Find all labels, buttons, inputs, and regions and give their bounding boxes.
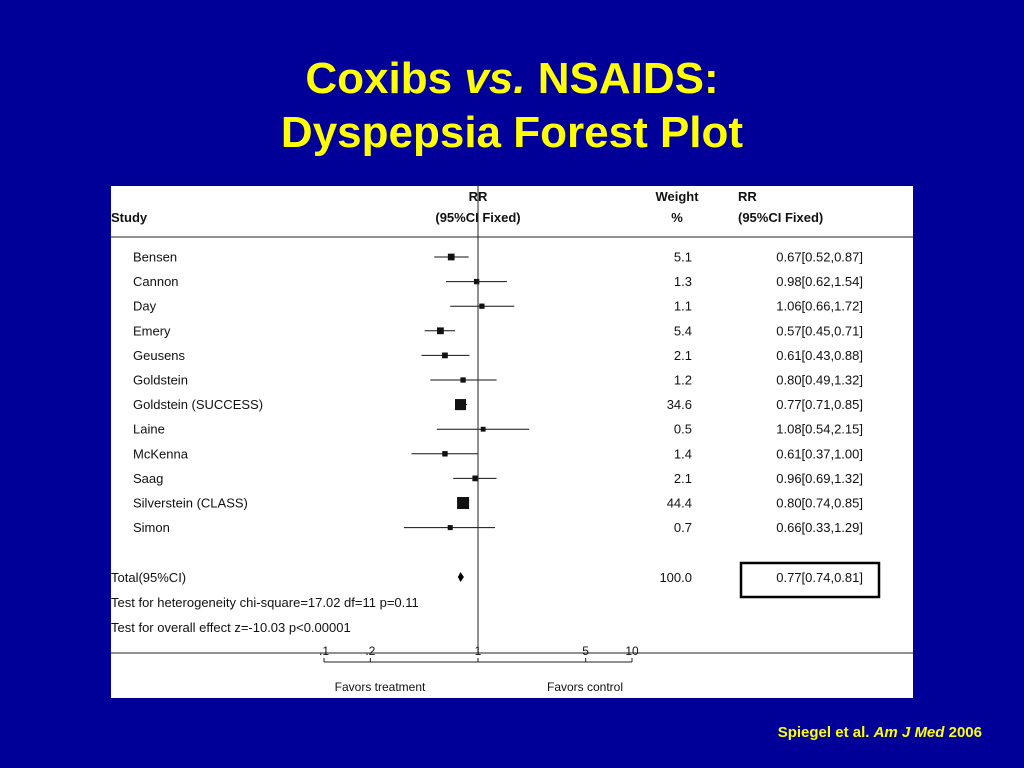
axis-ticks: .1 .2 1 5 10 [319, 644, 639, 662]
header-weight-line2: % [671, 210, 683, 225]
study-name: Cannon [133, 274, 179, 289]
study-ci-text: 0.96[0.69,1.32] [776, 471, 863, 486]
study-ci-text: 0.67[0.52,0.87] [776, 250, 863, 265]
citation-authors: Spiegel et al. [777, 724, 870, 741]
title-nsaids: NSAIDS: [537, 54, 719, 103]
forest-plot-svg: Study RR (95%CI Fixed) Weight % RR (95%C… [111, 186, 913, 694]
study-point-estimate [460, 377, 466, 383]
axis-tick-label: .2 [365, 644, 375, 658]
study-weight: 1.3 [674, 274, 692, 289]
study-name: Saag [133, 471, 163, 486]
study-ci-text: 0.80[0.49,1.32] [776, 373, 863, 388]
study-name: Silverstein (CLASS) [133, 496, 248, 511]
study-row: Goldstein 1.2 0.80[0.49,1.32] [133, 373, 863, 388]
header-rr2-line1: RR [738, 189, 757, 204]
study-ci-text: 1.06[0.66,1.72] [776, 299, 863, 314]
total-highlight-box [739, 561, 881, 599]
title-vs: vs. [464, 54, 526, 103]
study-row: Emery 5.4 0.57[0.45,0.71] [133, 323, 863, 338]
total-diamond [457, 572, 464, 582]
study-point-estimate [447, 525, 453, 531]
study-ci-text: 0.80[0.74,0.85] [776, 496, 863, 511]
study-weight: 5.4 [674, 323, 692, 338]
study-name: McKenna [133, 446, 189, 461]
study-name: Simon [133, 520, 170, 535]
total-ci-text: 0.77[0.74,0.81] [776, 570, 863, 585]
study-name: Day [133, 299, 157, 314]
favors-treatment-label: Favors treatment [335, 680, 426, 694]
study-point-estimate [472, 475, 479, 482]
study-weight: 0.7 [674, 520, 692, 535]
overall-effect-test: Test for overall effect z=-10.03 p<0.000… [111, 620, 351, 635]
title-line-1: Coxibs vs. NSAIDS: [0, 52, 1024, 106]
study-point-estimate [442, 451, 448, 457]
axis-tick-label: 10 [625, 644, 639, 658]
study-weight: 34.6 [667, 397, 692, 412]
study-weight: 1.2 [674, 373, 692, 388]
citation: Spiegel et al. Am J Med 2006 [778, 724, 982, 741]
study-ci-text: 0.98[0.62,1.54] [776, 274, 863, 289]
study-weight: 1.4 [674, 446, 692, 461]
header-weight-line1: Weight [655, 189, 699, 204]
study-ci-text: 0.61[0.37,1.00] [776, 446, 863, 461]
study-row: Bensen 5.1 0.67[0.52,0.87] [133, 250, 863, 265]
study-row: Day 1.1 1.06[0.66,1.72] [133, 299, 863, 314]
study-ci-text: 0.66[0.33,1.29] [776, 520, 863, 535]
title-line-2: Dyspepsia Forest Plot [280, 108, 744, 157]
study-weight: 0.5 [674, 422, 692, 437]
study-ci-text: 0.57[0.45,0.71] [776, 323, 863, 338]
favors-control-label: Favors control [547, 680, 623, 694]
study-point-estimate [442, 352, 448, 359]
study-ci-text: 1.08[0.54,2.15] [776, 422, 863, 437]
study-weight: 2.1 [674, 471, 692, 486]
study-point-estimate [457, 497, 470, 509]
title-coxibs: Coxibs [305, 54, 453, 103]
study-name: Geusens [133, 348, 186, 363]
total-label: Total(95%CI) [111, 570, 186, 585]
study-point-estimate [473, 278, 480, 285]
study-row: Simon 0.7 0.66[0.33,1.29] [133, 520, 863, 535]
study-point-estimate [480, 426, 486, 432]
slide-title: Coxibs vs. NSAIDS: Dyspepsia Forest Plot [0, 52, 1024, 160]
heterogeneity-test: Test for heterogeneity chi-square=17.02 … [111, 595, 419, 610]
study-name: Emery [133, 323, 171, 338]
study-name: Bensen [133, 250, 177, 265]
study-weight: 44.4 [667, 496, 692, 511]
study-row: Laine 0.5 1.08[0.54,2.15] [133, 422, 863, 437]
citation-year: 2006 [948, 724, 982, 741]
citation-journal: Am J Med [873, 724, 945, 741]
study-row: Goldstein (SUCCESS) 34.6 0.77[0.71,0.85] [133, 397, 863, 412]
study-row: Cannon 1.3 0.98[0.62,1.54] [133, 274, 863, 289]
study-name: Goldstein (SUCCESS) [133, 397, 263, 412]
study-ci-text: 0.77[0.71,0.85] [776, 397, 863, 412]
study-name: Goldstein [133, 373, 188, 388]
header-study: Study [111, 210, 148, 225]
study-row: McKenna 1.4 0.61[0.37,1.00] [133, 446, 863, 461]
study-rows: Bensen 5.1 0.67[0.52,0.87] Cannon 1.3 0.98[0.… [133, 250, 863, 536]
study-point-estimate [437, 327, 444, 335]
axis-tick-label: .1 [319, 644, 329, 658]
forest-plot: Study RR (95%CI Fixed) Weight % RR (95%C… [111, 186, 913, 698]
study-ci-text: 0.61[0.43,0.88] [776, 348, 863, 363]
header-rr2-line2: (95%CI Fixed) [738, 210, 823, 225]
study-name: Laine [133, 422, 165, 437]
study-row: Geusens 2.1 0.61[0.43,0.88] [133, 348, 863, 363]
study-point-estimate [454, 399, 467, 411]
study-point-estimate [479, 303, 485, 309]
axis-tick-label: 1 [475, 644, 482, 658]
total-weight: 100.0 [659, 570, 692, 585]
study-row: Silverstein (CLASS) 44.4 0.80[0.74,0.85] [133, 496, 863, 511]
axis-tick-label: 5 [582, 644, 589, 658]
study-weight: 5.1 [674, 250, 692, 265]
study-point-estimate [447, 253, 455, 261]
study-row: Saag 2.1 0.96[0.69,1.32] [133, 471, 863, 486]
study-weight: 2.1 [674, 348, 692, 363]
study-weight: 1.1 [674, 299, 692, 314]
